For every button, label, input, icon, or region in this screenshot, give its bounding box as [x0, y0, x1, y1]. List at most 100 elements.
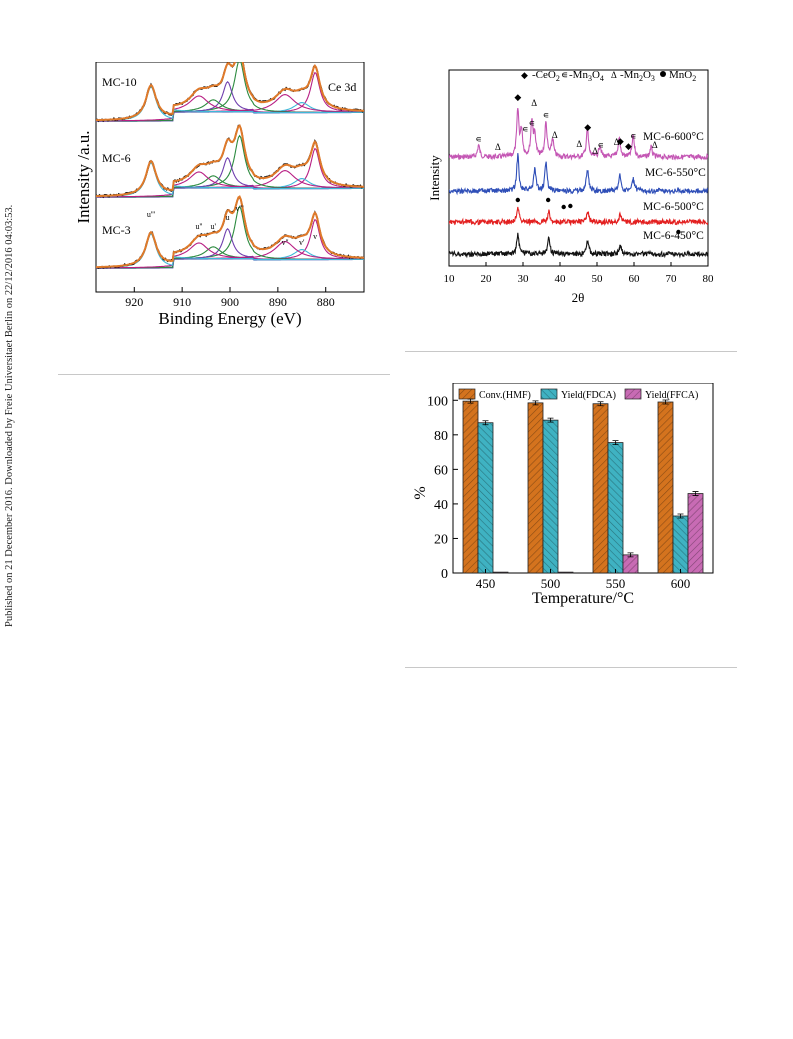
- bar-xlabel: Temperature/°C: [532, 590, 634, 607]
- xrd-mno2-marker: [545, 197, 551, 203]
- xps-xtick-label: 900: [221, 295, 239, 309]
- bar-error: [467, 398, 474, 404]
- bar-xtick-label: 600: [671, 576, 691, 591]
- xrd-xtick-label: 10: [444, 273, 456, 285]
- bar-0: [527, 402, 544, 574]
- xps-ylabel: Intensity /a.u.: [74, 130, 93, 223]
- bar-2: [492, 571, 509, 574]
- xps-xlabel: Binding Energy (eV): [158, 309, 301, 328]
- bar-xtick-label: 450: [476, 576, 496, 591]
- xps-xtick-label: 880: [317, 295, 335, 309]
- xrd-phase-marker: ∊: [475, 134, 481, 144]
- bar-error: [612, 440, 619, 445]
- xps-envelope: [96, 195, 364, 269]
- bar-2: [557, 571, 574, 574]
- xps-spectrum: [96, 62, 364, 123]
- xrd-pattern: [449, 108, 708, 161]
- bar-error: [627, 552, 634, 558]
- svg-text:-Mn2O3: -Mn2O3: [620, 69, 655, 83]
- bar-legend-swatch: [540, 388, 558, 400]
- bar-ytick-label: 40: [434, 498, 448, 513]
- xps-panel-label: Ce 3d: [328, 80, 356, 94]
- xrd-sample-2: MC-6-550°C: [645, 167, 706, 179]
- xps-envelope: [96, 62, 364, 122]
- bar-error: [597, 401, 604, 407]
- xrd-mno2-marker: [515, 197, 521, 203]
- xrd-phase-marker: ∊: [597, 140, 603, 150]
- xrd-phase-marker: ∊: [543, 110, 549, 120]
- epsilon-icon: ∊: [561, 70, 568, 81]
- xps-peak-label: v'': [282, 238, 289, 247]
- xps-spectrum: [96, 124, 364, 199]
- bar-legend-swatch: [624, 388, 642, 400]
- xrd-xtick-label: 80: [703, 273, 715, 285]
- xrd-xtick-label: 60: [629, 273, 641, 285]
- xrd-phase-marker: ◆: [617, 136, 624, 146]
- legend-ceo2: -CeO: [532, 69, 556, 81]
- bar-error: [692, 491, 699, 496]
- xrd-phase-marker: Δ: [592, 146, 598, 156]
- legend-mno2: MnO: [669, 69, 692, 81]
- xrd-sample-4: MC-6-450°C: [643, 230, 704, 242]
- bar-ylabel: %: [412, 486, 429, 499]
- xps-figure: 920 910 900 890 880 Intensity /a.u. Binding …: [74, 62, 365, 328]
- xrd-phase-marker: ∊: [522, 124, 528, 134]
- xrd-sample-1: MC-6-600°C: [643, 131, 704, 143]
- bar-figure: Conv.(HMF) Yield(FDCA) Yield(FFCA) 0 20 40 60…: [412, 383, 714, 607]
- bar-0: [592, 403, 609, 574]
- xrd-phase-marker: ◆: [625, 141, 632, 151]
- xrd-phase-marker: Δ: [652, 140, 658, 150]
- xrd-pattern: [449, 206, 708, 227]
- bar-error: [547, 417, 554, 423]
- svg-text:-CeO2: -CeO2: [532, 69, 560, 83]
- bar-1: [542, 419, 559, 574]
- dot-icon: [660, 71, 666, 77]
- xrd-mno2-marker: [676, 229, 681, 235]
- xrd-pattern: [449, 153, 708, 196]
- bar-xtick-label: 500: [541, 576, 561, 591]
- xps-peak-label: u: [226, 213, 230, 222]
- bar-legend-label: Conv.(HMF): [479, 390, 531, 401]
- bar-ytick-label: 0: [441, 567, 448, 582]
- bar-0: [657, 401, 674, 574]
- bar-legend-label: Yield(FFCA): [645, 390, 698, 401]
- xrd-pattern: [449, 232, 708, 259]
- bar-1: [477, 422, 494, 574]
- xrd-mno2-marker: [568, 203, 573, 209]
- xrd-xtick-label: 40: [555, 273, 567, 285]
- legend-mn2o3: -Mn: [620, 69, 639, 81]
- xrd-phase-marker: ◆: [514, 92, 521, 102]
- divider-right-1: [405, 351, 737, 352]
- sidebar-note: Published on 21 December 2016. Downloade…: [0, 0, 32, 1039]
- bar-ytick-label: 100: [427, 394, 448, 409]
- bar-xtick-label: 550: [606, 576, 626, 591]
- bar-ytick-label: 80: [434, 429, 448, 444]
- xps-peak-label: u': [211, 222, 217, 231]
- divider-right-2: [405, 667, 737, 668]
- xrd-phase-marker: ∊: [529, 118, 535, 128]
- xrd-phase-marker: Δ: [495, 142, 501, 152]
- bar-1: [607, 442, 624, 574]
- bar-frame: [452, 383, 714, 574]
- xps-xtick-label: 910: [173, 295, 191, 309]
- xrd-xlabel: 2θ: [572, 290, 585, 305]
- xps-fit-peak: [96, 94, 364, 122]
- legend-mn3o4: -Mn: [569, 69, 588, 81]
- xrd-phase-marker: ∊: [630, 131, 636, 141]
- bar-legend-label: Yield(FDCA): [561, 390, 616, 401]
- xrd-xtick-label: 30: [518, 273, 530, 285]
- divider-left: [58, 374, 390, 375]
- svg-text:MnO2: MnO2: [669, 69, 696, 83]
- xrd-phase-marker: ◆: [584, 122, 591, 132]
- xrd-ylabel: Intensity: [427, 155, 442, 201]
- xrd-frame: [448, 69, 709, 267]
- bar-2: [622, 554, 639, 574]
- xps-peak-label: v''': [235, 204, 244, 213]
- xps-sample-3: MC-3: [102, 223, 131, 237]
- xps-fit-peak: [96, 241, 364, 269]
- bar-legend-swatch: [458, 388, 476, 400]
- xrd-xtick-label: 20: [481, 273, 493, 285]
- bar-error: [532, 400, 539, 406]
- bar-1: [672, 515, 689, 574]
- bar-ytick-label: 60: [434, 463, 448, 478]
